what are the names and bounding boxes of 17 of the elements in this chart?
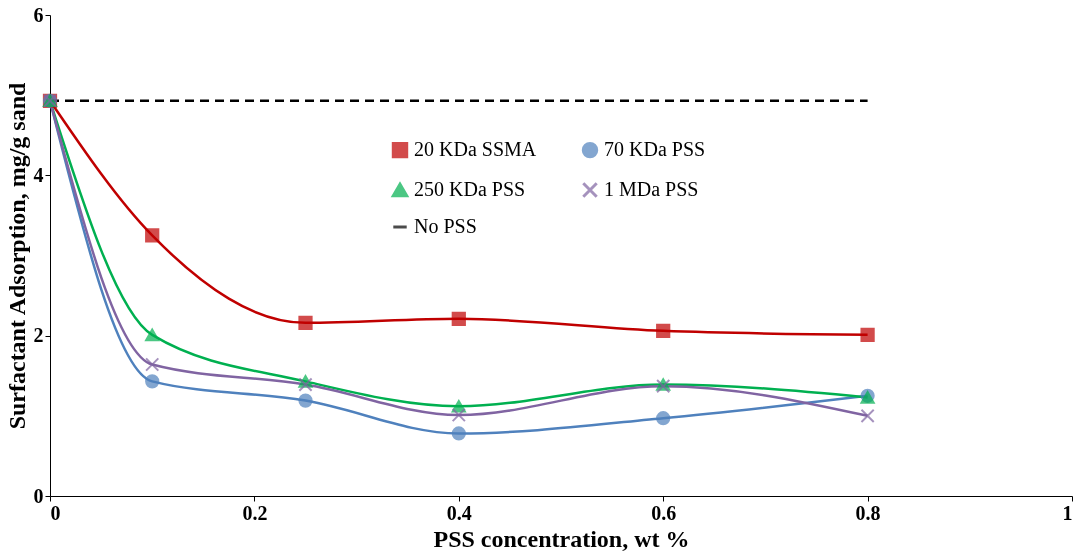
y-tick-label: 6 [33,3,44,26]
y-axis-title: Surfactant Adsorption, mg/g sand [3,81,30,430]
legend-label: 20 KDa SSMA [414,138,537,161]
legend-label: 1 MDa PSS [604,178,699,200]
legend-label: No PSS [414,215,477,237]
legend-label: 70 KDa PSS [604,138,706,161]
y-tick-label: 0 [33,484,44,507]
x-tick-label: 0.2 [242,501,268,524]
y-tick-label: 4 [33,163,44,186]
x-tick-label: 0.4 [446,501,472,524]
legend-label: 250 KDa PSS [414,178,526,200]
x-tick-label: 0.8 [855,501,881,524]
y-tick-label: 2 [33,324,44,347]
x-axis-title: PSS concentration, wt % [433,525,690,552]
x-tick-label: 1 [1062,501,1073,524]
x-tick-label: 0 [50,501,61,524]
x-tick-label: 0.6 [651,501,677,524]
